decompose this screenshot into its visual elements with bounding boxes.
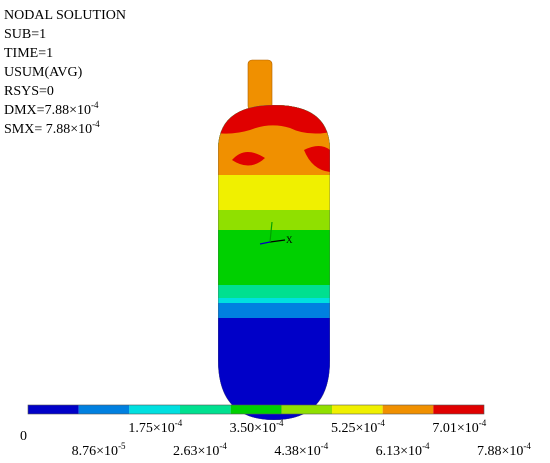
header-line-exp: -4 bbox=[92, 119, 100, 129]
legend-swatch bbox=[433, 405, 484, 414]
legend-swatch bbox=[129, 405, 180, 414]
legend-swatch bbox=[180, 405, 231, 414]
header-line: TIME=1 bbox=[4, 46, 53, 61]
header-line-base: RSYS=0 bbox=[4, 84, 54, 99]
legend-swatch bbox=[230, 405, 282, 414]
legend-label: 3.50×10-4 bbox=[230, 418, 284, 436]
legend-label-base: 8.76×10 bbox=[72, 444, 118, 459]
legend-label-base: 3.50×10 bbox=[230, 421, 276, 436]
legend-label-exp: -4 bbox=[422, 441, 430, 451]
header: NODAL SOLUTION SUB=1 TIME=1 USUM(AVG) RSYS=0… bbox=[4, 8, 126, 137]
legend-label-base: 7.88×10 bbox=[477, 444, 523, 459]
tank-model: X bbox=[218, 59, 330, 420]
legend-label-base: 5.25×10 bbox=[331, 421, 377, 436]
legend-label-base: 1.75×10 bbox=[128, 421, 174, 436]
legend-label-base: 6.13×10 bbox=[376, 444, 422, 459]
legend-label-exp: -4 bbox=[175, 418, 183, 428]
legend-label: 4.38×10-4 bbox=[274, 441, 328, 459]
axis-triad: X bbox=[286, 235, 293, 245]
header-line-base: USUM(AVG) bbox=[4, 65, 83, 80]
legend-label-base: 0 bbox=[20, 429, 27, 444]
legend-label-exp: -4 bbox=[276, 418, 284, 428]
legend-label: 7.88×10-4 bbox=[477, 441, 531, 459]
header-line-base: DMX=7.88×10 bbox=[4, 103, 91, 118]
legend-label: 5.25×10-4 bbox=[331, 418, 385, 436]
legend-label: 1.75×10-4 bbox=[128, 418, 182, 436]
header-line-base: SMX= 7.88×10 bbox=[4, 122, 92, 137]
legend-label-base: 2.63×10 bbox=[173, 444, 219, 459]
legend-label-exp: -5 bbox=[118, 441, 126, 451]
header-line: NODAL SOLUTION bbox=[4, 8, 126, 23]
legend-label-exp: -4 bbox=[479, 418, 487, 428]
legend-label: 8.76×10-5 bbox=[72, 441, 126, 459]
legend-swatch bbox=[281, 405, 332, 414]
header-line-base: NODAL SOLUTION bbox=[4, 8, 126, 23]
legend-swatch bbox=[332, 405, 383, 414]
legend-label-exp: -4 bbox=[321, 441, 329, 451]
legend-label-base: 4.38×10 bbox=[274, 444, 320, 459]
legend-label: 7.01×10-4 bbox=[432, 418, 486, 436]
legend-swatch bbox=[78, 405, 130, 414]
header-line: SMX= 7.88×10-4 bbox=[4, 119, 100, 137]
header-line-base: TIME=1 bbox=[4, 46, 53, 61]
header-line: SUB=1 bbox=[4, 27, 46, 42]
legend-frame bbox=[27, 404, 485, 415]
legend: 08.76×10-51.75×10-42.63×10-43.50×10-44.3… bbox=[20, 404, 531, 459]
legend-label: 6.13×10-4 bbox=[376, 441, 430, 459]
legend-label-exp: -4 bbox=[219, 441, 227, 451]
header-line-base: SUB=1 bbox=[4, 27, 46, 42]
legend-label: 0 bbox=[20, 429, 27, 444]
legend-label-exp: -4 bbox=[523, 441, 531, 451]
header-line: RSYS=0 bbox=[4, 84, 54, 99]
legend-label: 2.63×10-4 bbox=[173, 441, 227, 459]
header-line: DMX=7.88×10-4 bbox=[4, 100, 99, 118]
legend-label-base: 7.01×10 bbox=[432, 421, 478, 436]
header-line-exp: -4 bbox=[91, 100, 99, 110]
legend-swatch bbox=[28, 405, 79, 414]
header-line: USUM(AVG) bbox=[4, 65, 83, 80]
legend-swatch bbox=[382, 405, 434, 414]
legend-label-exp: -4 bbox=[377, 418, 385, 428]
